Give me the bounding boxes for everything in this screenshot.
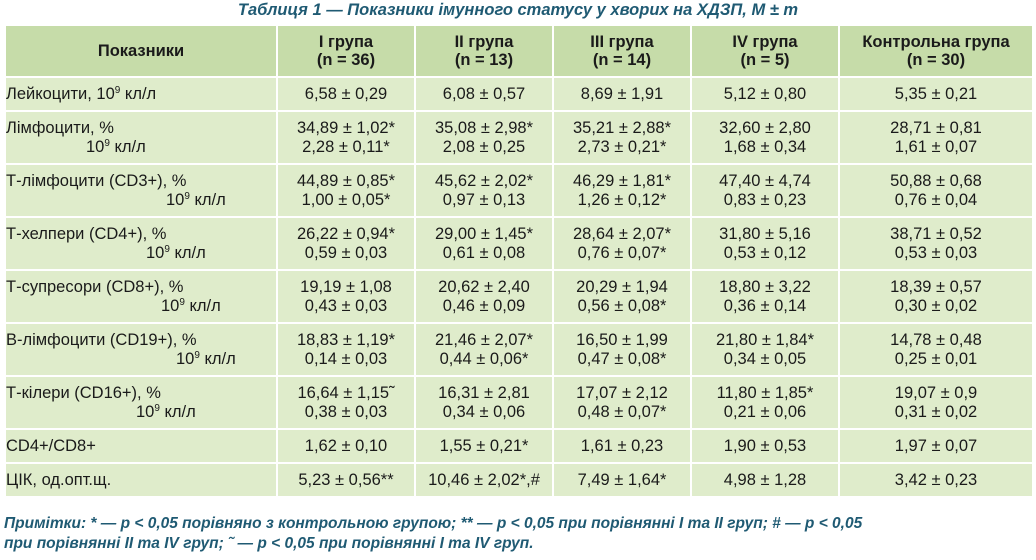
value-cell: 18,80 ± 3,22 0,36 ± 0,14 bbox=[690, 269, 840, 324]
value-cell: 16,64 ± 1,15˜ 0,38 ± 0,03 bbox=[276, 375, 416, 430]
header-group-3: ІІІ група (n = 14) bbox=[552, 24, 692, 78]
value-cell: 14,78 ± 0,48 0,25 ± 0,01 bbox=[838, 322, 1034, 377]
value-cell: 16,50 ± 1,99 0,47 ± 0,08* bbox=[552, 322, 692, 377]
unit-line: 109 кл/л bbox=[136, 402, 196, 421]
unit-line: 109 кл/л bbox=[161, 296, 221, 315]
row-label: Лімфоцити, % 109 кл/л bbox=[4, 110, 278, 165]
value-cell: 16,31 ± 2,81 0,34 ± 0,06 bbox=[414, 375, 554, 430]
row-label: Т-супресори (CD8+), % 109 кл/л bbox=[4, 269, 278, 324]
header-group-4: IV група (n = 5) bbox=[690, 24, 840, 78]
value-cell: 44,89 ± 0,85* 1,00 ± 0,05* bbox=[276, 163, 416, 218]
value-cell: 11,80 ± 1,85* 0,21 ± 0,06 bbox=[690, 375, 840, 430]
value-cell: 1,61 ± 0,23 bbox=[552, 428, 692, 464]
table-row: CD4+/CD8+ 1,62 ± 0,10 1,55 ± 0,21* 1,61 ± 0… bbox=[4, 428, 1034, 464]
value-cell: 45,62 ± 2,02* 0,97 ± 0,13 bbox=[414, 163, 554, 218]
value-cell: 31,80 ± 5,16 0,53 ± 0,12 bbox=[690, 216, 840, 271]
value-cell: 46,29 ± 1,81* 1,26 ± 0,12* bbox=[552, 163, 692, 218]
value-cell: 5,12 ± 0,80 bbox=[690, 76, 840, 112]
row-label: Т-лімфоцити (CD3+), % 109 кл/л bbox=[4, 163, 278, 218]
table-row: Т-лімфоцити (CD3+), % 109 кл/л 44,89 ± 0,8… bbox=[4, 163, 1034, 218]
table-row: Лімфоцити, % 109 кл/л 34,89 ± 1,02* 2,28 ± … bbox=[4, 110, 1034, 165]
row-label: Т-хелпери (CD4+), % 109 кл/л bbox=[4, 216, 278, 271]
unit-superscript: 9 bbox=[114, 84, 121, 96]
table-row: Т-супресори (CD8+), % 109 кл/л 19,19 ± 1,0… bbox=[4, 269, 1034, 324]
value-cell: 1,62 ± 0,10 bbox=[276, 428, 416, 464]
row-label: Т-кілери (CD16+), % 109 кл/л bbox=[4, 375, 278, 430]
table-row: Т-кілери (CD16+), % 109 кл/л 16,64 ± 1,15˜… bbox=[4, 375, 1034, 430]
row-label: Лейкоцити, 109 кл/л bbox=[4, 76, 278, 112]
value-cell: 5,23 ± 0,56** bbox=[276, 462, 416, 498]
value-cell: 5,35 ± 0,21 bbox=[838, 76, 1034, 112]
value-cell: 26,22 ± 0,94* 0,59 ± 0,03 bbox=[276, 216, 416, 271]
row-label: CD4+/CD8+ bbox=[4, 428, 278, 464]
unit-line: 109 кл/л bbox=[86, 137, 146, 156]
table-notes: Примітки: * — p < 0,05 порівняно з контр… bbox=[4, 514, 1032, 554]
header-group-1: І група (n = 36) bbox=[276, 24, 416, 78]
immune-status-table: Показники І група (n = 36) ІІ група (n = 1… bbox=[4, 24, 1034, 498]
unit-line: 109 кл/л bbox=[166, 190, 226, 209]
value-cell: 38,71 ± 0,52 0,53 ± 0,03 bbox=[838, 216, 1034, 271]
value-cell: 1,97 ± 0,07 bbox=[838, 428, 1034, 464]
value-cell: 21,80 ± 1,84* 0,34 ± 0,05 bbox=[690, 322, 840, 377]
value-cell: 19,19 ± 1,08 0,43 ± 0,03 bbox=[276, 269, 416, 324]
value-cell: 21,46 ± 2,07* 0,44 ± 0,06* bbox=[414, 322, 554, 377]
value-cell: 3,42 ± 0,23 bbox=[838, 462, 1034, 498]
header-control-group: Контрольна група (n = 30) bbox=[838, 24, 1034, 78]
note-line-1: Примітки: * — p < 0,05 порівняно з контр… bbox=[4, 515, 863, 532]
table-row: ЦІК, од.опт.щ. 5,23 ± 0,56** 10,46 ± 2,02*… bbox=[4, 462, 1034, 498]
value-cell: 35,08 ± 2,98* 2,08 ± 0,25 bbox=[414, 110, 554, 165]
value-cell: 8,69 ± 1,91 bbox=[552, 76, 692, 112]
unit-line: 109 кл/л bbox=[176, 349, 236, 368]
table-row: Т-хелпери (CD4+), % 109 кл/л 26,22 ± 0,94*… bbox=[4, 216, 1034, 271]
value-cell: 28,71 ± 0,81 1,61 ± 0,07 bbox=[838, 110, 1034, 165]
header-group-2: ІІ група (n = 13) bbox=[414, 24, 554, 78]
table-caption: Таблиця 1 — Показники імунного статусу у… bbox=[237, 1, 799, 19]
table-row: Лейкоцити, 109 кл/л 6,58 ± 0,29 6,08 ± 0,5… bbox=[4, 76, 1034, 112]
value-cell: 47,40 ± 4,74 0,83 ± 0,23 bbox=[690, 163, 840, 218]
value-cell: 10,46 ± 2,02*,# bbox=[414, 462, 554, 498]
value-cell: 19,07 ± 0,9 0,31 ± 0,02 bbox=[838, 375, 1034, 430]
value-cell: 17,07 ± 2,12 0,48 ± 0,07* bbox=[552, 375, 692, 430]
header-indicators: Показники bbox=[4, 24, 278, 78]
value-cell: 6,08 ± 0,57 bbox=[414, 76, 554, 112]
header-row: Показники І група (n = 36) ІІ група (n = 1… bbox=[4, 24, 1034, 78]
value-cell: 7,49 ± 1,64* bbox=[552, 462, 692, 498]
value-cell: 1,90 ± 0,53 bbox=[690, 428, 840, 464]
note-line-2: при порівнянні ІІ та IV груп; ˜ — p < 0,… bbox=[4, 535, 534, 552]
value-cell: 20,62 ± 2,40 0,46 ± 0,09 bbox=[414, 269, 554, 324]
unit-line: 109 кл/л bbox=[146, 243, 206, 262]
value-cell: 1,55 ± 0,21* bbox=[414, 428, 554, 464]
value-cell: 35,21 ± 2,88* 2,73 ± 0,21* bbox=[552, 110, 692, 165]
value-cell: 29,00 ± 1,45* 0,61 ± 0,08 bbox=[414, 216, 554, 271]
value-cell: 32,60 ± 2,80 1,68 ± 0,34 bbox=[690, 110, 840, 165]
value-cell: 20,29 ± 1,94 0,56 ± 0,08* bbox=[552, 269, 692, 324]
table-row: В-лімфоцити (CD19+), % 109 кл/л 18,83 ± 1,… bbox=[4, 322, 1034, 377]
value-cell: 6,58 ± 0,29 bbox=[276, 76, 416, 112]
value-cell: 28,64 ± 2,07* 0,76 ± 0,07* bbox=[552, 216, 692, 271]
value-cell: 18,39 ± 0,57 0,30 ± 0,02 bbox=[838, 269, 1034, 324]
value-cell: 50,88 ± 0,68 0,76 ± 0,04 bbox=[838, 163, 1034, 218]
row-label: ЦІК, од.опт.щ. bbox=[4, 462, 278, 498]
value-cell: 18,83 ± 1,19* 0,14 ± 0,03 bbox=[276, 322, 416, 377]
row-label: В-лімфоцити (CD19+), % 109 кл/л bbox=[4, 322, 278, 377]
value-cell: 34,89 ± 1,02* 2,28 ± 0,11* bbox=[276, 110, 416, 165]
value-cell: 4,98 ± 1,28 bbox=[690, 462, 840, 498]
